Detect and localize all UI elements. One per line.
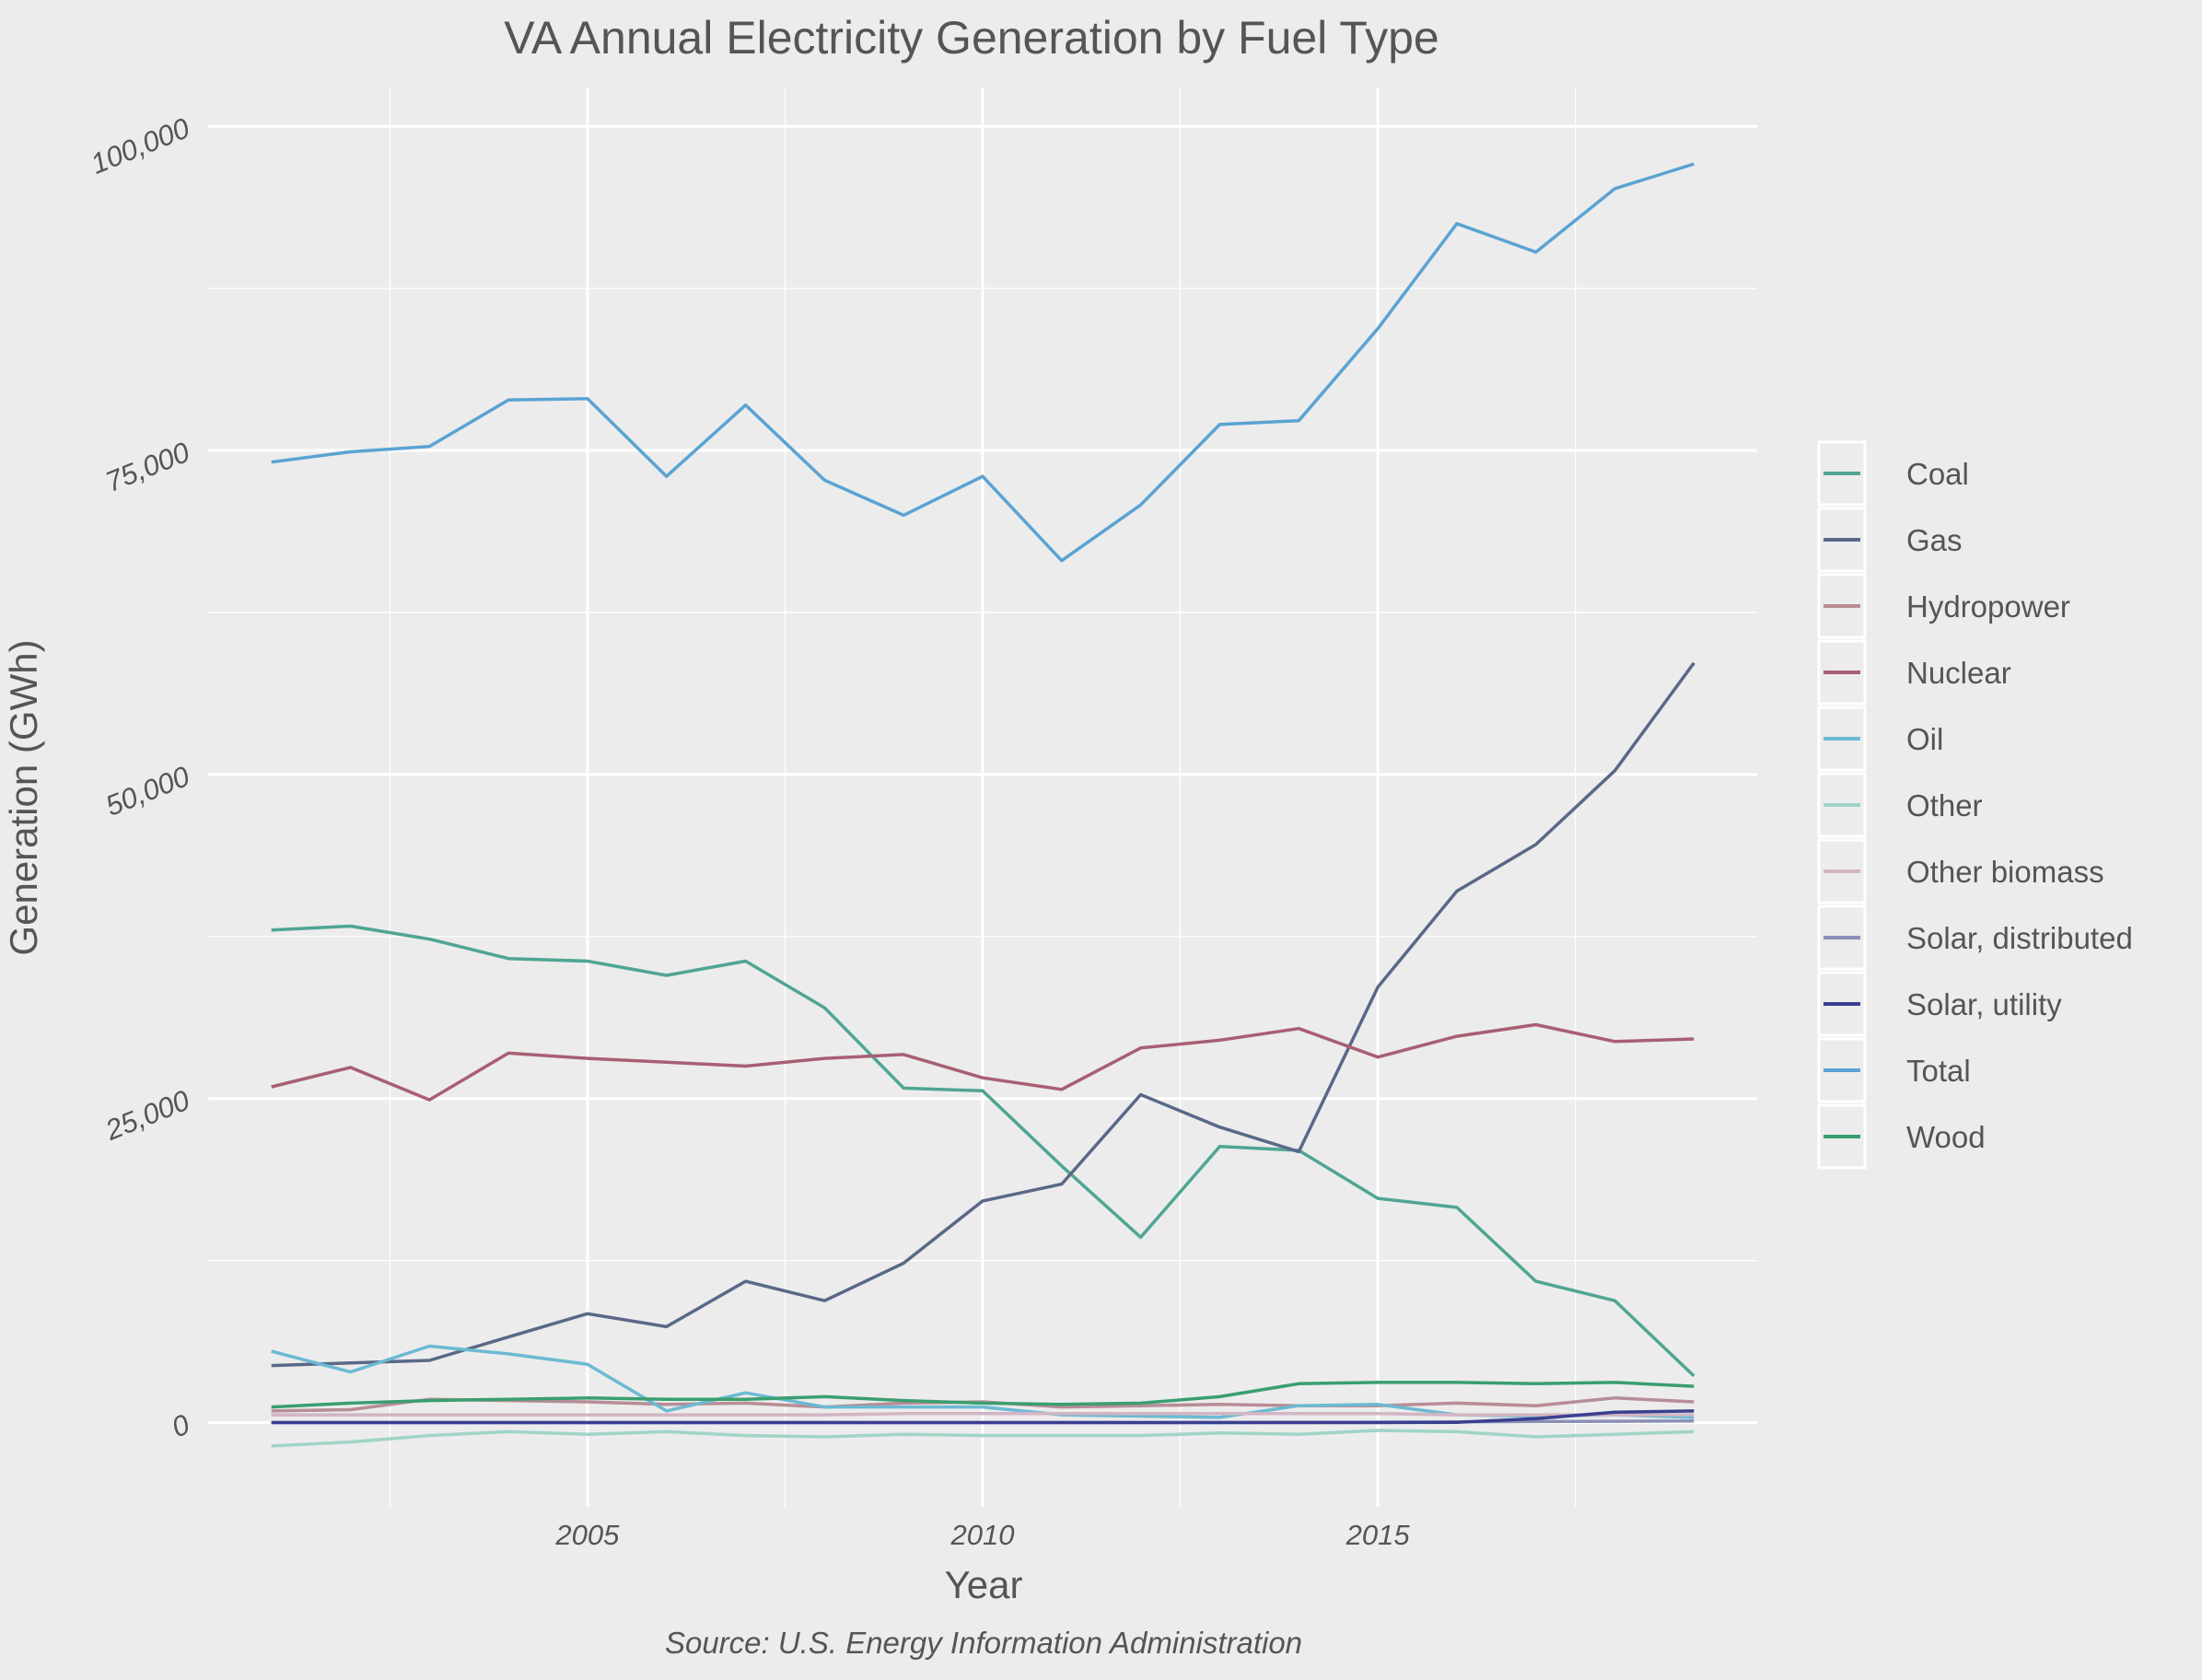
legend: Coal Gas Hydropower Nuclear Oil Other Other bi… xyxy=(1817,440,2133,1170)
legend-item-solar-distributed: Solar, distributed xyxy=(1817,904,2133,971)
x-tick-label: 2005 xyxy=(554,1519,620,1551)
series-line-other-biomass xyxy=(271,1411,1695,1417)
legend-item-solar-utility: Solar, utility xyxy=(1817,971,2062,1037)
series-line-coal xyxy=(271,924,1695,1378)
series-line-wood xyxy=(271,1381,1695,1409)
legend-label: Other xyxy=(1906,788,1983,822)
legend-label: Gas xyxy=(1906,523,1963,557)
legend-item-other-biomass: Other biomass xyxy=(1817,838,2104,904)
legend-label: Oil xyxy=(1906,722,1943,756)
x-tick-label: 2010 xyxy=(950,1519,1015,1551)
legend-item-coal: Coal xyxy=(1817,440,1969,507)
series-line-gas xyxy=(271,661,1695,1368)
legend-label: Solar, distributed xyxy=(1906,921,2133,955)
legend-label: Total xyxy=(1906,1054,1971,1088)
legend-label: Wood xyxy=(1906,1120,1986,1154)
legend-label: Other biomass xyxy=(1906,855,2104,889)
legend-item-oil: Oil xyxy=(1817,706,1943,772)
series-line-other xyxy=(271,1429,1695,1448)
source-caption: Source: U.S. Energy Information Administ… xyxy=(665,1626,1302,1660)
legend-item-other: Other xyxy=(1817,772,1983,838)
legend-item-gas: Gas xyxy=(1817,507,1963,573)
y-axis-title: Generation (GWh) xyxy=(2,639,45,955)
legend-label: Solar, utility xyxy=(1906,987,2062,1021)
legend-item-hydropower: Hydropower xyxy=(1817,573,2070,639)
lines-layer xyxy=(271,162,1695,1448)
legend-item-nuclear: Nuclear xyxy=(1817,639,2011,706)
chart-title: VA Annual Electricity Generation by Fuel… xyxy=(504,12,1439,64)
legend-item-wood: Wood xyxy=(1817,1103,1986,1170)
legend-label: Nuclear xyxy=(1906,656,2011,690)
series-line-nuclear xyxy=(271,1022,1695,1102)
series-line-solar-utility xyxy=(271,1409,1695,1425)
legend-label: Hydropower xyxy=(1906,589,2070,624)
x-axis-title: Year xyxy=(945,1563,1023,1606)
legend-item-total: Total xyxy=(1817,1037,1971,1103)
series-line-total xyxy=(271,162,1695,563)
legend-label: Coal xyxy=(1906,457,1969,491)
x-tick-label: 2015 xyxy=(1346,1519,1411,1551)
